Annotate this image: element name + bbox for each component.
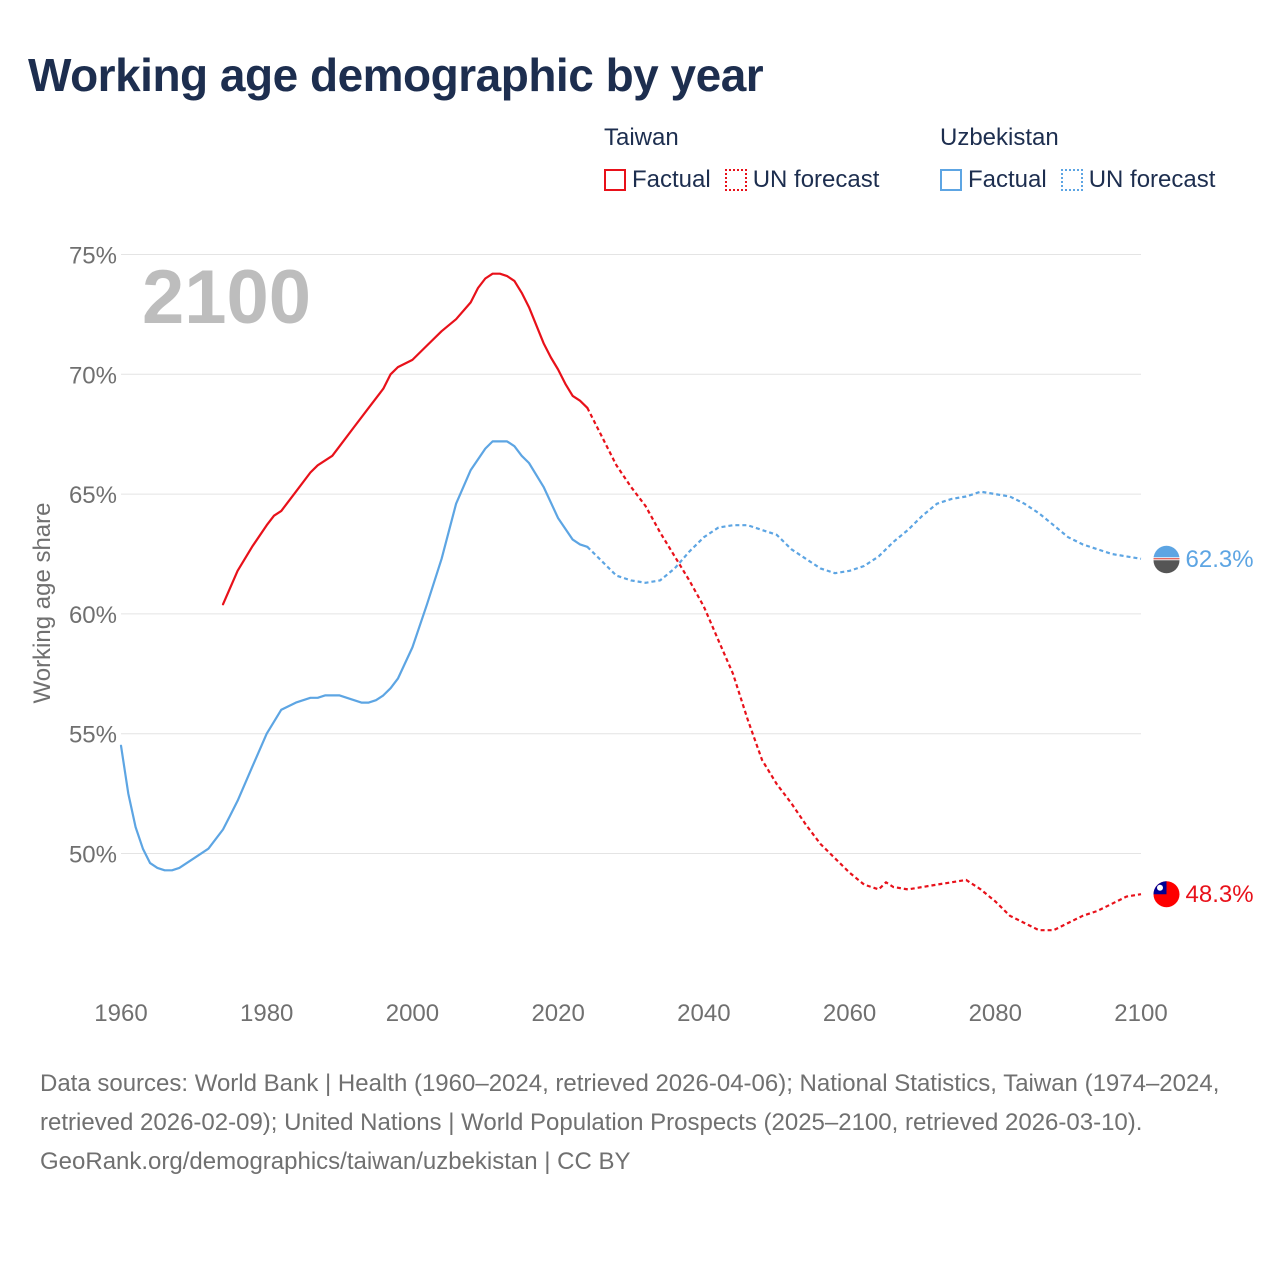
credit-link[interactable]: GeoRank.org/demographics/taiwan/uzbekist… <box>40 1148 631 1175</box>
y-tick-label: 55% <box>69 722 117 749</box>
x-tick-label: 2000 <box>386 1000 439 1027</box>
legend-group-uzbekistan: Uzbekistan Factual UN forecast <box>940 124 1229 194</box>
x-tick-label: 2060 <box>823 1000 876 1027</box>
line-chart: 50% 55% 60% 65% 70% 75% 1960 1980 2000 2020 2040 20… <box>29 243 1254 1028</box>
legend-label: Factual <box>632 166 711 193</box>
taiwan-end-value-label: 48.3% <box>1186 881 1254 908</box>
y-tick-label: 70% <box>69 362 117 389</box>
y-tick-label: 60% <box>69 602 117 629</box>
uzbekistan-forecast-line <box>586 490 1142 584</box>
uzbekistan-end-marker[interactable] <box>1153 545 1180 574</box>
legend-label: UN forecast <box>752 166 880 193</box>
footer: Data sources: World Bank | Health (1960–… <box>40 1064 1240 1181</box>
end-markers: 48.3% 62.3% <box>1153 545 1254 908</box>
flag-sun <box>1157 884 1163 891</box>
x-tick-label: 1960 <box>94 1000 147 1027</box>
data-sources-note: Data sources: World Bank | Health (1960–… <box>40 1070 1220 1136</box>
legend-swatch-solid <box>604 169 626 191</box>
x-tick-label: 2080 <box>969 1000 1022 1027</box>
chart-title: Working age demographic by year <box>28 49 764 101</box>
x-tick-label: 2040 <box>677 1000 730 1027</box>
taiwan-factual-line <box>221 272 589 606</box>
y-axis-label: Working age share <box>29 503 56 704</box>
y-tick-label: 50% <box>69 842 117 869</box>
y-tick-label: 65% <box>69 482 117 509</box>
legend-swatch-dotted <box>724 169 747 191</box>
legend-item-uzbekistan-factual[interactable]: Factual <box>940 166 1047 194</box>
legend-swatch-dotted <box>1060 169 1083 191</box>
uzbekistan-end-value-label: 62.3% <box>1186 546 1254 573</box>
legend-label: UN forecast <box>1088 166 1216 193</box>
legend-country-label: Uzbekistan <box>940 124 1059 151</box>
legend-country-label: Taiwan <box>604 124 679 151</box>
legend-item-taiwan-factual[interactable]: Factual <box>604 166 711 194</box>
grid-lines <box>121 254 1141 854</box>
flag-lower-band <box>1153 560 1180 574</box>
legend-item-uzbekistan-forecast[interactable]: UN forecast <box>1060 166 1216 194</box>
legend-label: Factual <box>968 166 1047 193</box>
series-lines <box>119 272 1142 932</box>
x-tick-label: 2100 <box>1114 1000 1167 1027</box>
taiwan-forecast-line <box>586 407 1142 932</box>
y-tick-label: 75% <box>69 243 117 270</box>
x-tick-label: 2020 <box>531 1000 584 1027</box>
flag-red-stripe <box>1153 558 1180 560</box>
legend-group-taiwan: Taiwan Factual UN forecast <box>604 124 893 194</box>
legend-swatch-solid <box>940 169 962 191</box>
legend-item-taiwan-forecast[interactable]: UN forecast <box>724 166 880 194</box>
x-tick-label: 1980 <box>240 1000 293 1027</box>
taiwan-end-marker[interactable] <box>1153 881 1180 908</box>
uzbekistan-factual-line <box>119 440 589 872</box>
flag-uzbekistan-icon <box>1153 545 1180 559</box>
year-overlay-label: 2100 <box>142 255 311 340</box>
axis-ticks: 50% 55% 60% 65% 70% 75% 1960 1980 2000 2020 2040 20… <box>69 243 1168 1028</box>
